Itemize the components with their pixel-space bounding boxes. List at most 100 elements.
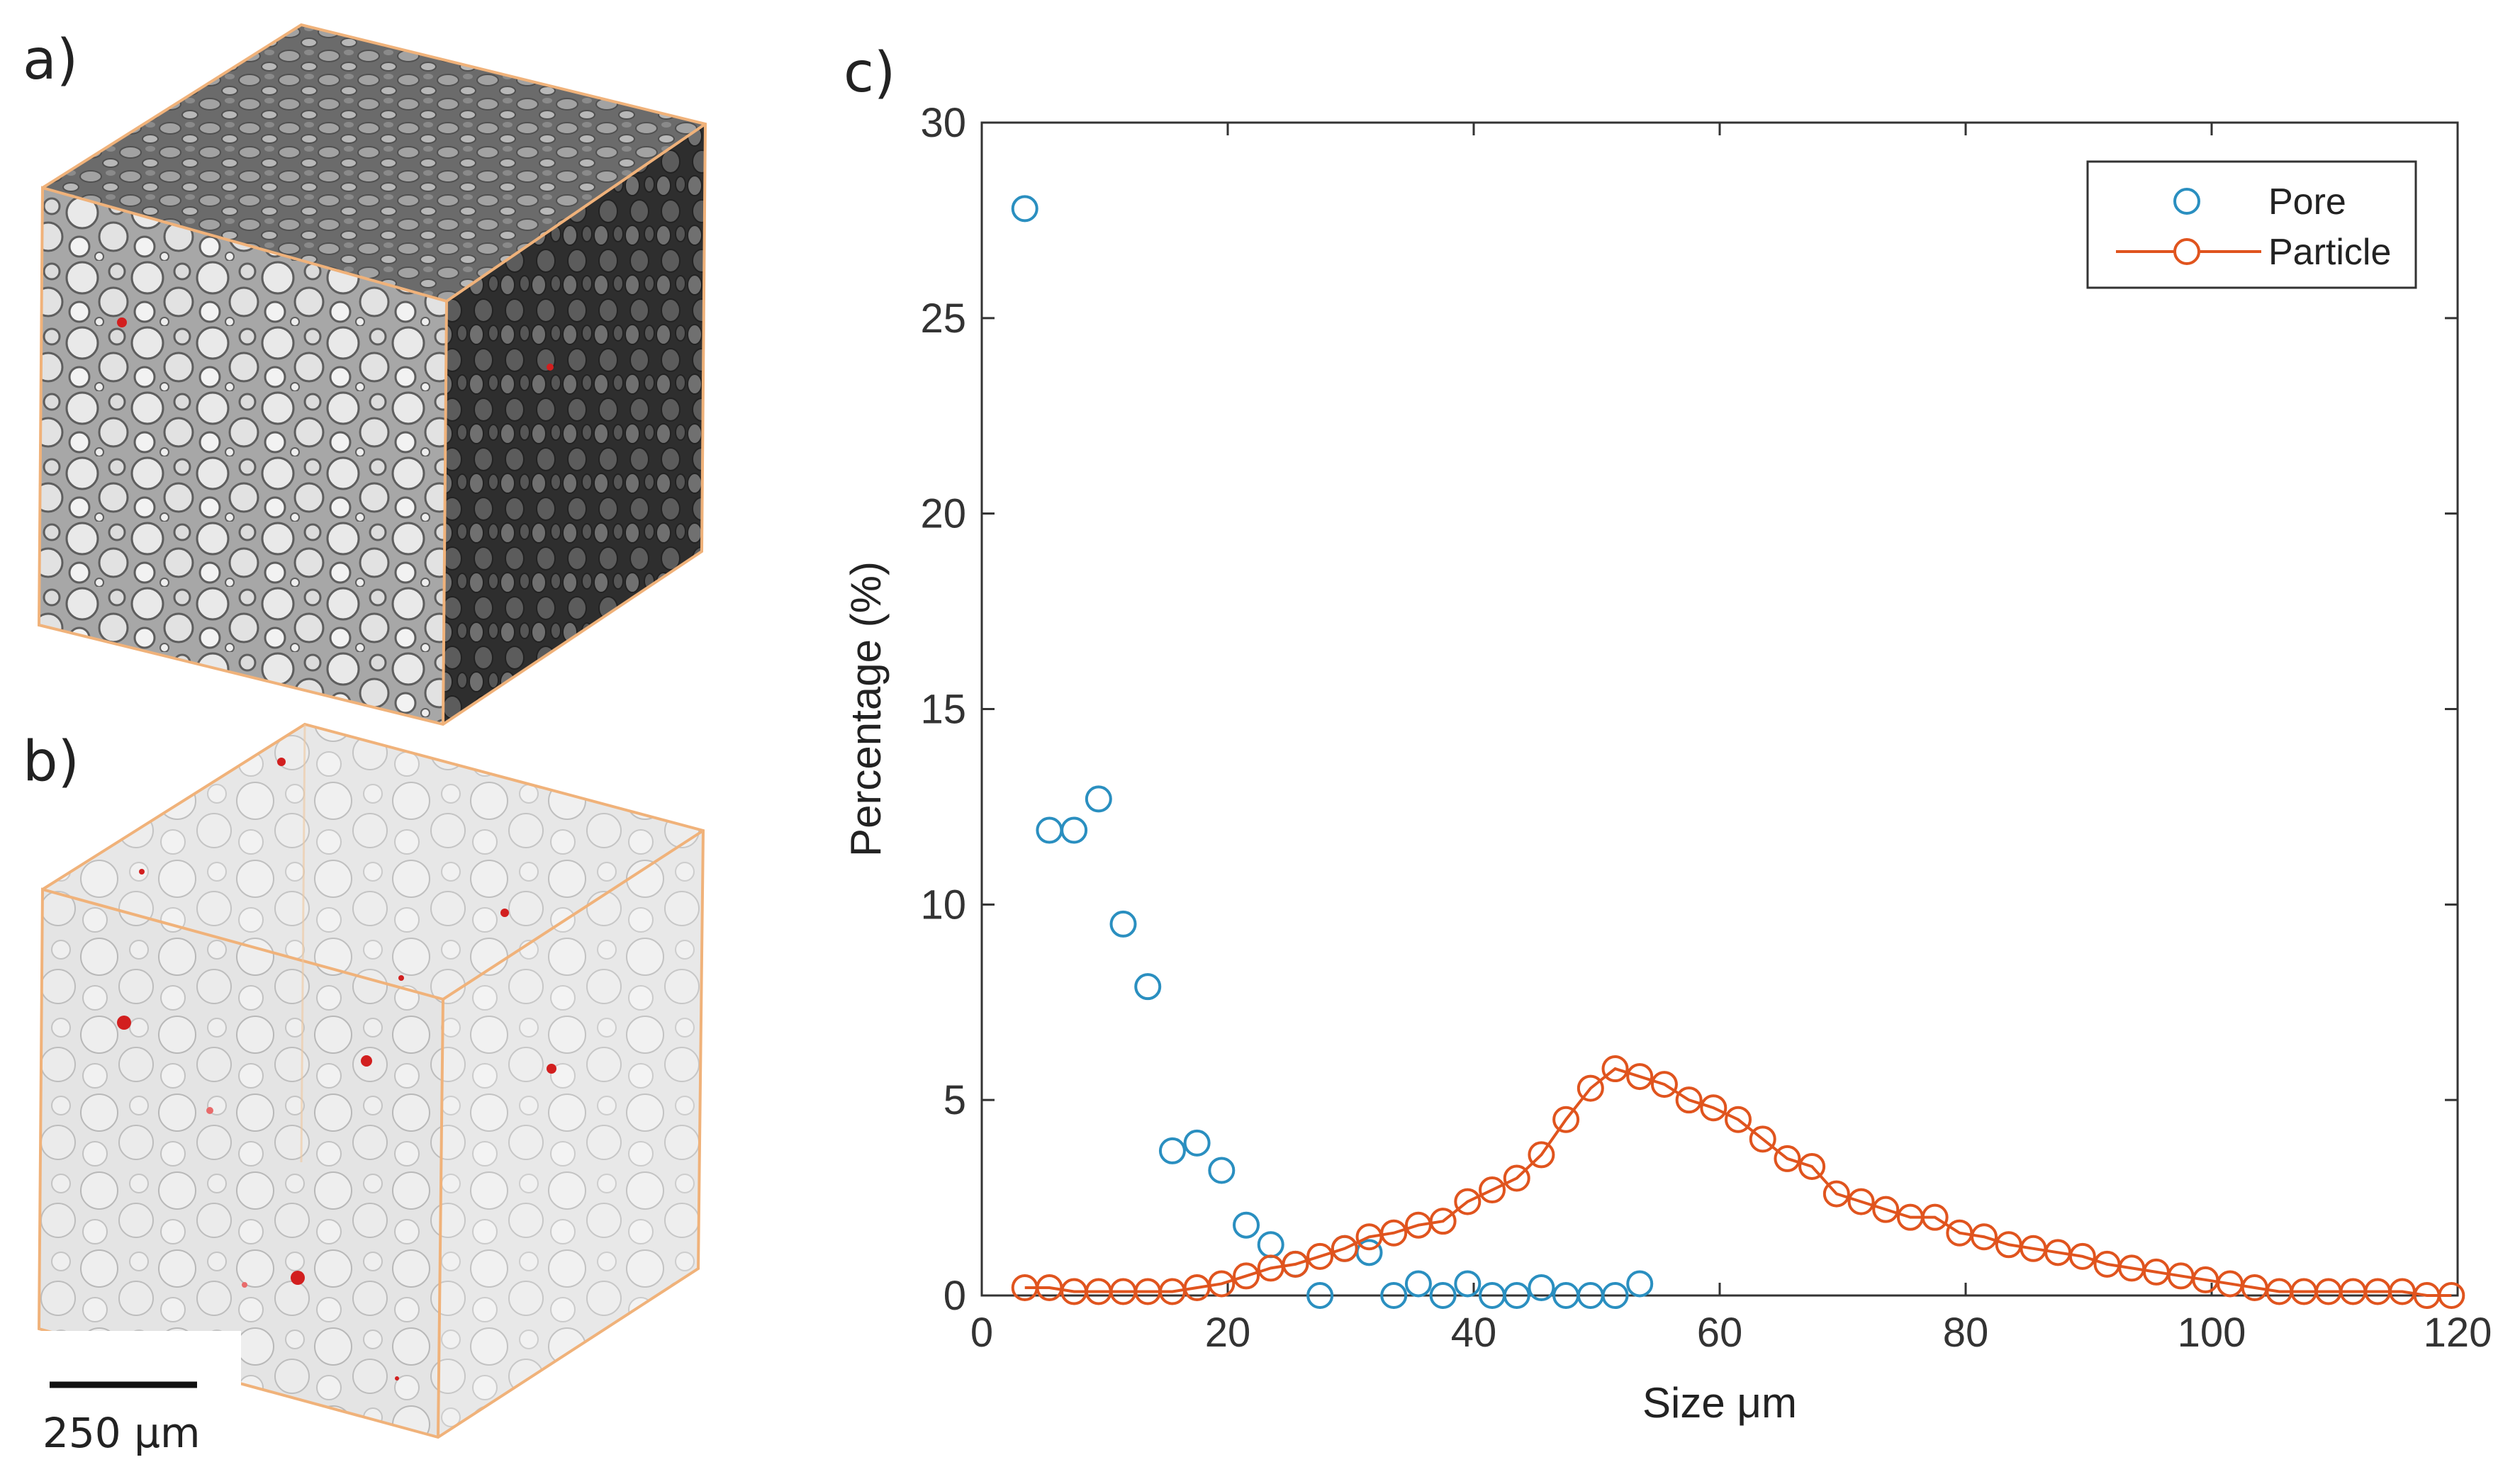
- pore-point: [1158, 1137, 1186, 1164]
- translucent-front-face: [39, 889, 443, 1437]
- pore-marker: [139, 869, 145, 875]
- pore-marker: [395, 1376, 399, 1381]
- particle-point: [1331, 1235, 1358, 1262]
- pore-marker: [361, 1055, 372, 1067]
- particle-point: [1528, 1141, 1555, 1169]
- pore-point: [1109, 910, 1137, 938]
- cube-side-face: [443, 124, 705, 724]
- particle-point: [1380, 1219, 1408, 1247]
- particle-point: [1479, 1176, 1506, 1204]
- pore-marker: [291, 1271, 305, 1285]
- scale-bar-backdrop: [28, 1331, 241, 1466]
- particle-point: [1626, 1063, 1654, 1091]
- pore-point: [1454, 1270, 1482, 1298]
- cube-front-edge: [442, 300, 448, 725]
- pore-point: [1134, 973, 1162, 1001]
- pore-marker: [242, 1282, 247, 1288]
- particle-line: [1024, 1067, 2452, 1297]
- particle-point: [2438, 1282, 2465, 1309]
- pore-marker: [277, 758, 286, 766]
- particle-point: [1725, 1106, 1752, 1133]
- y-tick-label: 30: [920, 100, 966, 146]
- particle-point: [1454, 1188, 1482, 1215]
- pore-point: [1306, 1282, 1334, 1309]
- y-tick-label: 5: [943, 1077, 966, 1123]
- x-axis-label: Size μm: [1642, 1379, 1797, 1427]
- legend-label-particle: Particle: [2268, 232, 2391, 273]
- particle-point: [1552, 1106, 1580, 1133]
- y-tick-label: 25: [920, 296, 966, 342]
- y-tick-label: 20: [920, 491, 966, 537]
- pore-point: [1601, 1282, 1629, 1309]
- particle-point: [1429, 1208, 1457, 1235]
- pore-point: [1503, 1282, 1530, 1309]
- pore-point: [1183, 1129, 1211, 1157]
- series-particle: [1011, 1055, 2465, 1309]
- particle-point: [1774, 1145, 1801, 1172]
- particle-point: [1650, 1071, 1678, 1098]
- legend-marker-pore: [2173, 188, 2200, 215]
- translucent-top-face: [43, 724, 703, 999]
- pore-point: [1404, 1270, 1432, 1298]
- pore-point: [1429, 1282, 1457, 1309]
- particle-point: [2068, 1242, 2096, 1270]
- pore-marker: [117, 1016, 131, 1030]
- particle-point: [1700, 1094, 1727, 1122]
- particle-cube-render: [37, 23, 707, 726]
- x-tick-label: 0: [970, 1310, 993, 1356]
- particle-point: [1233, 1262, 1260, 1290]
- pore-point: [1060, 816, 1088, 844]
- legend-box: [2086, 160, 2417, 289]
- pore-point: [1011, 195, 1038, 223]
- x-tick-label: 60: [1697, 1310, 1743, 1356]
- translucent-front-edge: [437, 999, 444, 1438]
- particle-point: [1847, 1188, 1875, 1215]
- x-tick-label: 120: [2424, 1310, 2492, 1356]
- particle-point: [1577, 1074, 1604, 1102]
- x-tick-label: 100: [2178, 1310, 2246, 1356]
- pore-marker: [117, 317, 127, 327]
- legend-label-pore: Pore: [2268, 181, 2346, 223]
- particle-point: [1208, 1270, 1236, 1298]
- translucent-hidden-edge: [300, 724, 306, 1163]
- series-pore: [1011, 195, 1654, 1309]
- pore-marker: [547, 364, 554, 371]
- legend-marker-particle: [2173, 238, 2200, 265]
- x-tick-label: 80: [1943, 1310, 1989, 1356]
- cube-top-face: [43, 25, 705, 301]
- particle-point: [1872, 1196, 1900, 1223]
- pore-cube-render: [37, 722, 705, 1439]
- translucent-side-face: [438, 831, 703, 1437]
- y-axis-label: Percentage (%): [842, 561, 890, 857]
- particle-point: [1921, 1203, 1949, 1231]
- particle-point: [1749, 1125, 1776, 1153]
- pore-marker: [547, 1064, 556, 1074]
- y-tick-label: 10: [920, 882, 966, 928]
- particle-point: [1971, 1223, 1998, 1251]
- pore-point: [1233, 1211, 1260, 1239]
- scale-bar-label: 250 μm: [43, 1409, 201, 1457]
- y-tick-label: 0: [943, 1273, 966, 1319]
- pore-point: [1528, 1274, 1555, 1301]
- particle-point: [1675, 1086, 1703, 1114]
- legend: Pore Particle: [2086, 160, 2417, 289]
- pore-point: [1380, 1282, 1408, 1309]
- cube-front-face: [39, 188, 447, 724]
- size-distribution-chart: 0 20 40 60 80 100 120 0 5 10 15 20 25 30 Size μm Percen…: [842, 100, 2492, 1427]
- scale-bar: 250 μm: [28, 1331, 241, 1466]
- particle-point: [1282, 1250, 1309, 1278]
- y-tick-label: 15: [920, 687, 966, 733]
- x-tick-label: 40: [1451, 1310, 1497, 1356]
- panel-label-b: b): [23, 730, 79, 794]
- x-tick-label: 20: [1205, 1310, 1251, 1356]
- pore-point: [1085, 785, 1112, 813]
- particle-point: [1798, 1152, 1826, 1180]
- pore-point: [1208, 1157, 1236, 1184]
- plot-area: [980, 121, 2459, 1297]
- panel-label-c: c): [844, 41, 896, 105]
- particle-point: [1306, 1242, 1334, 1270]
- panel-label-a: a): [23, 28, 79, 92]
- pore-marker: [500, 909, 509, 917]
- pore-marker: [206, 1107, 213, 1114]
- pore-point: [1626, 1270, 1654, 1298]
